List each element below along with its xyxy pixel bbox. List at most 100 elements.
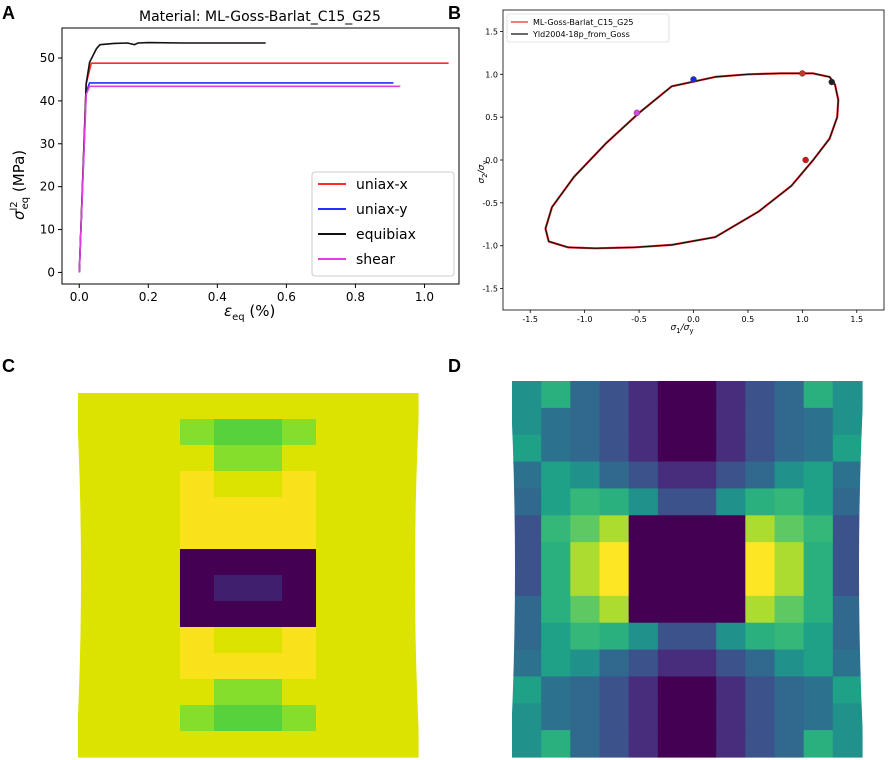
chart-a-xtick-label: 0.2 xyxy=(139,290,158,304)
heatmap-cell xyxy=(774,515,805,543)
heatmap-cell xyxy=(282,393,317,420)
heatmap-cell xyxy=(803,488,834,516)
chart-b-xtick-label: -0.5 xyxy=(631,315,647,324)
heatmap-cell xyxy=(599,730,630,758)
heatmap-cell xyxy=(803,461,834,490)
heatmap-cell xyxy=(78,653,113,680)
heatmap-edge-mask-left xyxy=(76,393,81,757)
chart-b-ytick-label: 1.0 xyxy=(485,70,498,79)
heatmap-cell xyxy=(716,622,746,651)
heatmap-cell xyxy=(657,569,688,597)
heatmap-cell xyxy=(599,515,630,543)
chart-b-ytick-label: -1.0 xyxy=(482,242,498,251)
chart-a-xtick-label: 0.8 xyxy=(346,290,365,304)
heatmap-cell xyxy=(316,705,351,732)
heatmap-cell xyxy=(350,549,385,576)
heatmap-cell xyxy=(112,393,147,420)
heatmap-cell xyxy=(803,730,834,758)
heatmap-cell xyxy=(248,393,283,420)
heatmap-cell xyxy=(628,488,659,516)
heatmap-cell xyxy=(774,569,805,597)
heatmap-cell xyxy=(282,471,317,498)
heatmap-cell xyxy=(628,542,659,570)
heatmap-cell xyxy=(512,542,542,570)
heatmap-cell xyxy=(146,601,181,628)
heatmap-cell xyxy=(316,731,351,758)
heatmap-cell xyxy=(657,381,688,409)
heatmap-cell xyxy=(716,730,746,758)
heatmap-cell xyxy=(803,703,834,731)
heatmap-cell xyxy=(512,515,542,543)
heatmap-cell xyxy=(774,730,805,758)
heatmap-cell xyxy=(112,419,147,446)
chart-a-legend-box xyxy=(311,171,455,277)
heatmap-cell xyxy=(570,542,601,570)
heatmap-cell xyxy=(512,622,542,651)
heatmap-cell xyxy=(541,381,571,409)
heatmap-cell xyxy=(745,676,776,704)
heatmap-cell xyxy=(745,434,776,463)
heatmap-cell xyxy=(112,679,147,706)
heatmap-cell xyxy=(716,676,746,704)
heatmap-cell xyxy=(832,703,863,731)
heatmap-cell xyxy=(384,393,419,420)
heatmap-cell xyxy=(774,676,805,704)
chart-b-xtick-label: 1.0 xyxy=(796,315,809,324)
heatmap-cell xyxy=(512,488,542,516)
heatmap-cell xyxy=(180,653,215,680)
heatmap-cell xyxy=(180,679,215,706)
heatmap-cell xyxy=(512,703,542,731)
heatmap-cell xyxy=(570,595,601,624)
heatmap-cell xyxy=(716,595,746,624)
chart-a-ytick-label: 20 xyxy=(40,180,55,194)
heatmap-cell xyxy=(570,649,601,678)
heatmap-cell xyxy=(541,569,571,597)
heatmap-cell xyxy=(214,653,249,680)
heatmap-cell xyxy=(512,595,542,624)
heatmap-cell xyxy=(214,549,249,576)
chart-a-xtick-label: 0.0 xyxy=(70,290,89,304)
heatmap-cell xyxy=(570,515,601,543)
heatmap-cell xyxy=(803,595,834,624)
heatmap-cell xyxy=(180,549,215,576)
heatmap-cell xyxy=(745,730,776,758)
heatmap-cell xyxy=(774,407,805,436)
heatmap-cell xyxy=(832,595,863,624)
heatmap-cell xyxy=(774,622,805,651)
heatmap-cell xyxy=(282,445,317,472)
heatmap-cell xyxy=(214,705,249,732)
heatmap-cell xyxy=(570,622,601,651)
heatmap-cell xyxy=(316,523,351,550)
heatmap-cell xyxy=(180,471,215,498)
heatmap-cell xyxy=(541,730,571,758)
heatmap-cell xyxy=(687,542,717,570)
heatmap-cell xyxy=(541,407,571,436)
heatmap-cell xyxy=(716,381,746,409)
heatmap-cell xyxy=(248,497,283,524)
heatmap-cell xyxy=(384,653,419,680)
heatmap-cell xyxy=(832,569,863,597)
heatmap-cell xyxy=(78,471,113,498)
heatmap-cell xyxy=(541,515,571,543)
heatmap-cell xyxy=(282,627,317,654)
chart-a-xtick-label: 1.0 xyxy=(415,290,434,304)
heatmap-cell xyxy=(599,569,630,597)
heatmap-cell xyxy=(628,461,659,490)
chart-b-xlabel: σ1/σy xyxy=(670,323,693,335)
heatmap-cell xyxy=(350,601,385,628)
heatmap-cell xyxy=(282,679,317,706)
series-line-equibiax xyxy=(78,41,266,273)
heatmap-cell xyxy=(687,595,717,624)
heatmap-cell xyxy=(350,523,385,550)
heatmap-cell xyxy=(628,703,659,731)
legend-label-uniax-y: uniax-y xyxy=(356,202,408,218)
heatmap-cell xyxy=(716,649,746,678)
chart-a-ytick-label: 30 xyxy=(40,137,55,151)
heatmap-cell xyxy=(745,622,776,651)
heatmap-cell xyxy=(214,393,249,420)
heatmap-cell xyxy=(112,497,147,524)
legend-label-yld2004: Yld2004-18p_from_Goss xyxy=(532,30,630,39)
chart-b-ylabel: σ2/σy xyxy=(477,160,489,183)
heatmap-cell xyxy=(745,649,776,678)
heatmap-cell xyxy=(214,523,249,550)
